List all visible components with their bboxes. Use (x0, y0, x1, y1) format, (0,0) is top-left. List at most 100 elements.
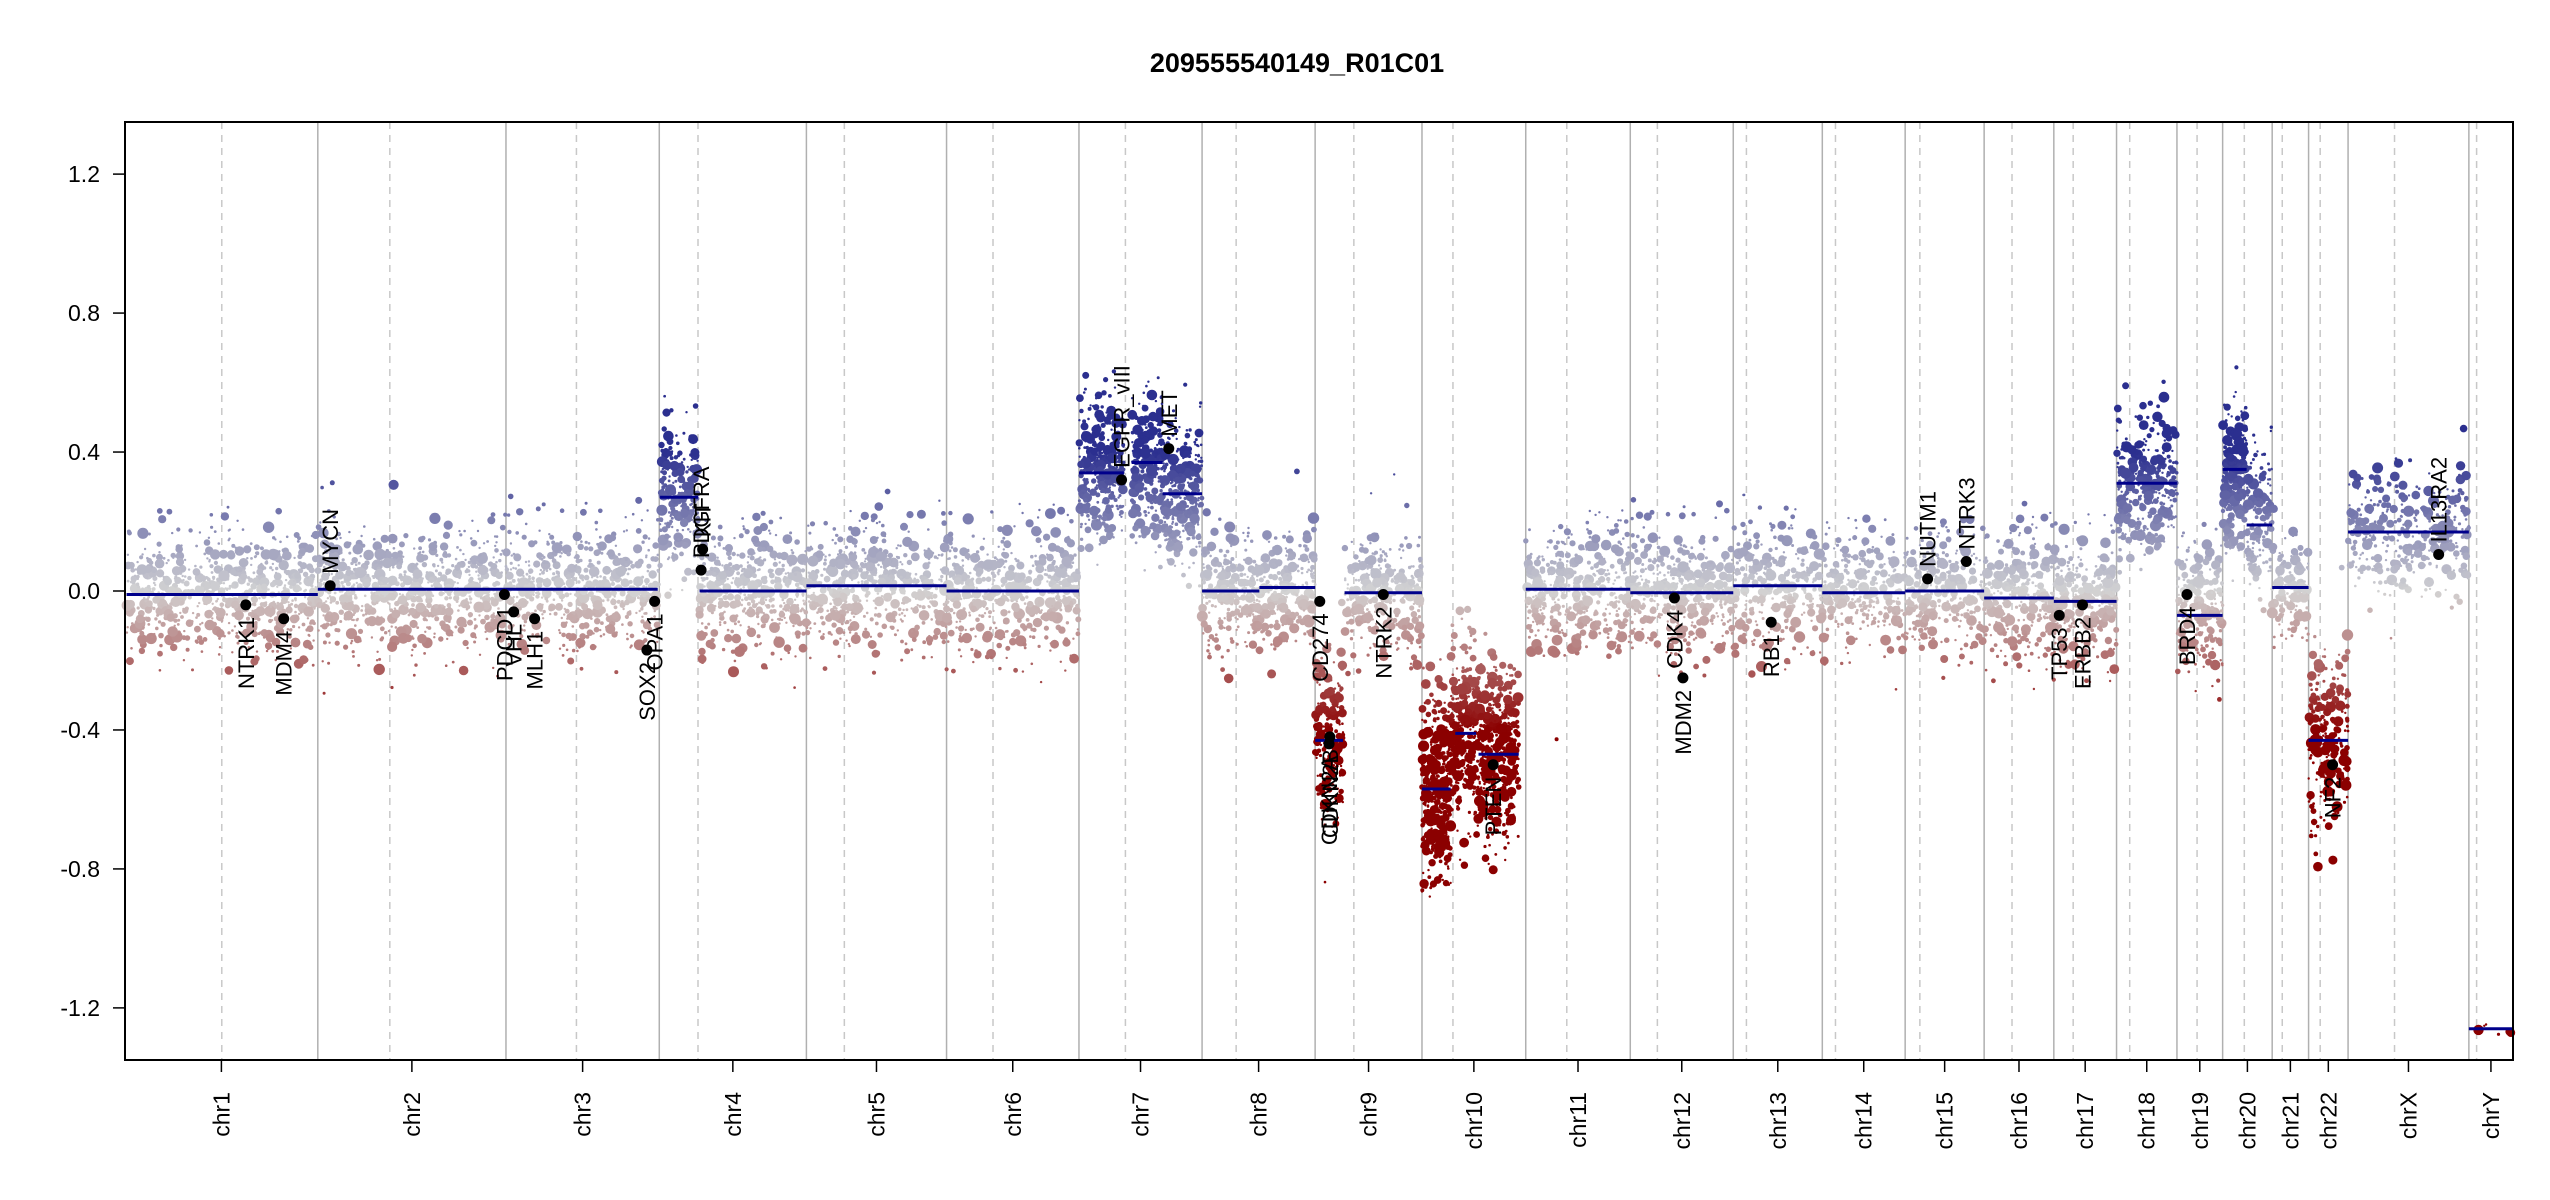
data-point (964, 628, 967, 632)
data-point (138, 647, 146, 655)
data-point (352, 655, 355, 658)
data-point (1100, 523, 1103, 526)
data-point (545, 569, 549, 572)
data-point (240, 573, 248, 581)
data-point (584, 501, 588, 505)
data-point (1309, 593, 1315, 599)
data-point (1198, 405, 1202, 408)
data-point (1246, 575, 1249, 579)
data-point (905, 608, 909, 612)
data-point (1020, 639, 1024, 643)
data-point (605, 624, 616, 634)
data-point (968, 614, 972, 617)
data-point (670, 513, 673, 516)
data-point (897, 544, 900, 547)
data-point (260, 583, 268, 591)
data-point (1059, 602, 1063, 606)
data-point (1253, 601, 1256, 604)
data-point (627, 591, 630, 594)
data-point (1041, 594, 1045, 597)
data-point (719, 617, 722, 621)
data-point (744, 612, 748, 615)
data-point (363, 594, 367, 598)
data-point (1086, 445, 1089, 449)
data-point (461, 561, 465, 564)
data-point (317, 629, 320, 632)
data-point (362, 579, 371, 588)
data-point (936, 557, 939, 560)
data-point (298, 581, 302, 585)
data-point (259, 546, 264, 551)
data-point (625, 557, 629, 561)
data-point (196, 612, 201, 617)
data-point (823, 561, 827, 566)
data-point (524, 560, 528, 564)
data-point (709, 566, 714, 571)
data-point (1167, 540, 1175, 547)
data-point (417, 577, 423, 583)
data-point (1083, 498, 1088, 503)
data-point (1202, 566, 1206, 569)
data-point (599, 575, 602, 578)
data-point (845, 606, 849, 610)
data-point (477, 574, 480, 577)
data-point (264, 642, 273, 650)
data-point (191, 611, 195, 615)
data-point (475, 581, 479, 585)
data-point (1197, 496, 1200, 500)
data-point (195, 616, 198, 619)
data-point (400, 578, 404, 582)
data-point (743, 593, 747, 597)
data-point (462, 552, 465, 556)
data-point (617, 552, 621, 556)
data-point (774, 567, 783, 576)
data-point (596, 580, 605, 588)
data-point (455, 600, 459, 603)
data-point (1273, 622, 1281, 631)
data-point (801, 607, 804, 611)
data-point (262, 521, 275, 533)
data-point (126, 579, 130, 583)
data-point (390, 625, 393, 628)
data-point (763, 618, 769, 624)
data-point (874, 502, 884, 511)
data-point (905, 580, 910, 585)
data-point (612, 558, 620, 566)
data-point (509, 602, 512, 606)
data-point (143, 547, 147, 551)
data-point (375, 601, 379, 605)
data-point (1082, 505, 1089, 512)
data-point (1218, 517, 1222, 521)
data-point (733, 622, 737, 626)
data-point (1169, 454, 1173, 457)
data-point (926, 640, 933, 646)
data-point (880, 531, 887, 537)
data-point (1067, 560, 1071, 563)
data-point (670, 520, 673, 523)
data-point (848, 570, 852, 574)
data-point (1262, 637, 1266, 641)
data-point (1243, 558, 1246, 561)
data-point (158, 515, 167, 524)
data-point (696, 630, 707, 641)
data-point (1087, 406, 1092, 411)
data-point (1119, 510, 1124, 515)
data-point (312, 556, 315, 560)
data-point (1307, 604, 1316, 614)
data-point (291, 599, 294, 602)
data-point (1334, 729, 1338, 734)
data-point (481, 566, 489, 574)
data-point (185, 647, 190, 652)
data-point (971, 609, 975, 613)
data-point (478, 577, 484, 582)
data-point (844, 545, 849, 549)
data-point (1080, 493, 1084, 497)
data-point (1022, 625, 1028, 631)
data-point (183, 558, 187, 562)
data-point (747, 625, 751, 629)
data-point (1100, 405, 1104, 409)
data-point (1077, 544, 1085, 553)
data-point (176, 623, 180, 626)
data-point (600, 621, 604, 625)
data-point (924, 591, 931, 598)
